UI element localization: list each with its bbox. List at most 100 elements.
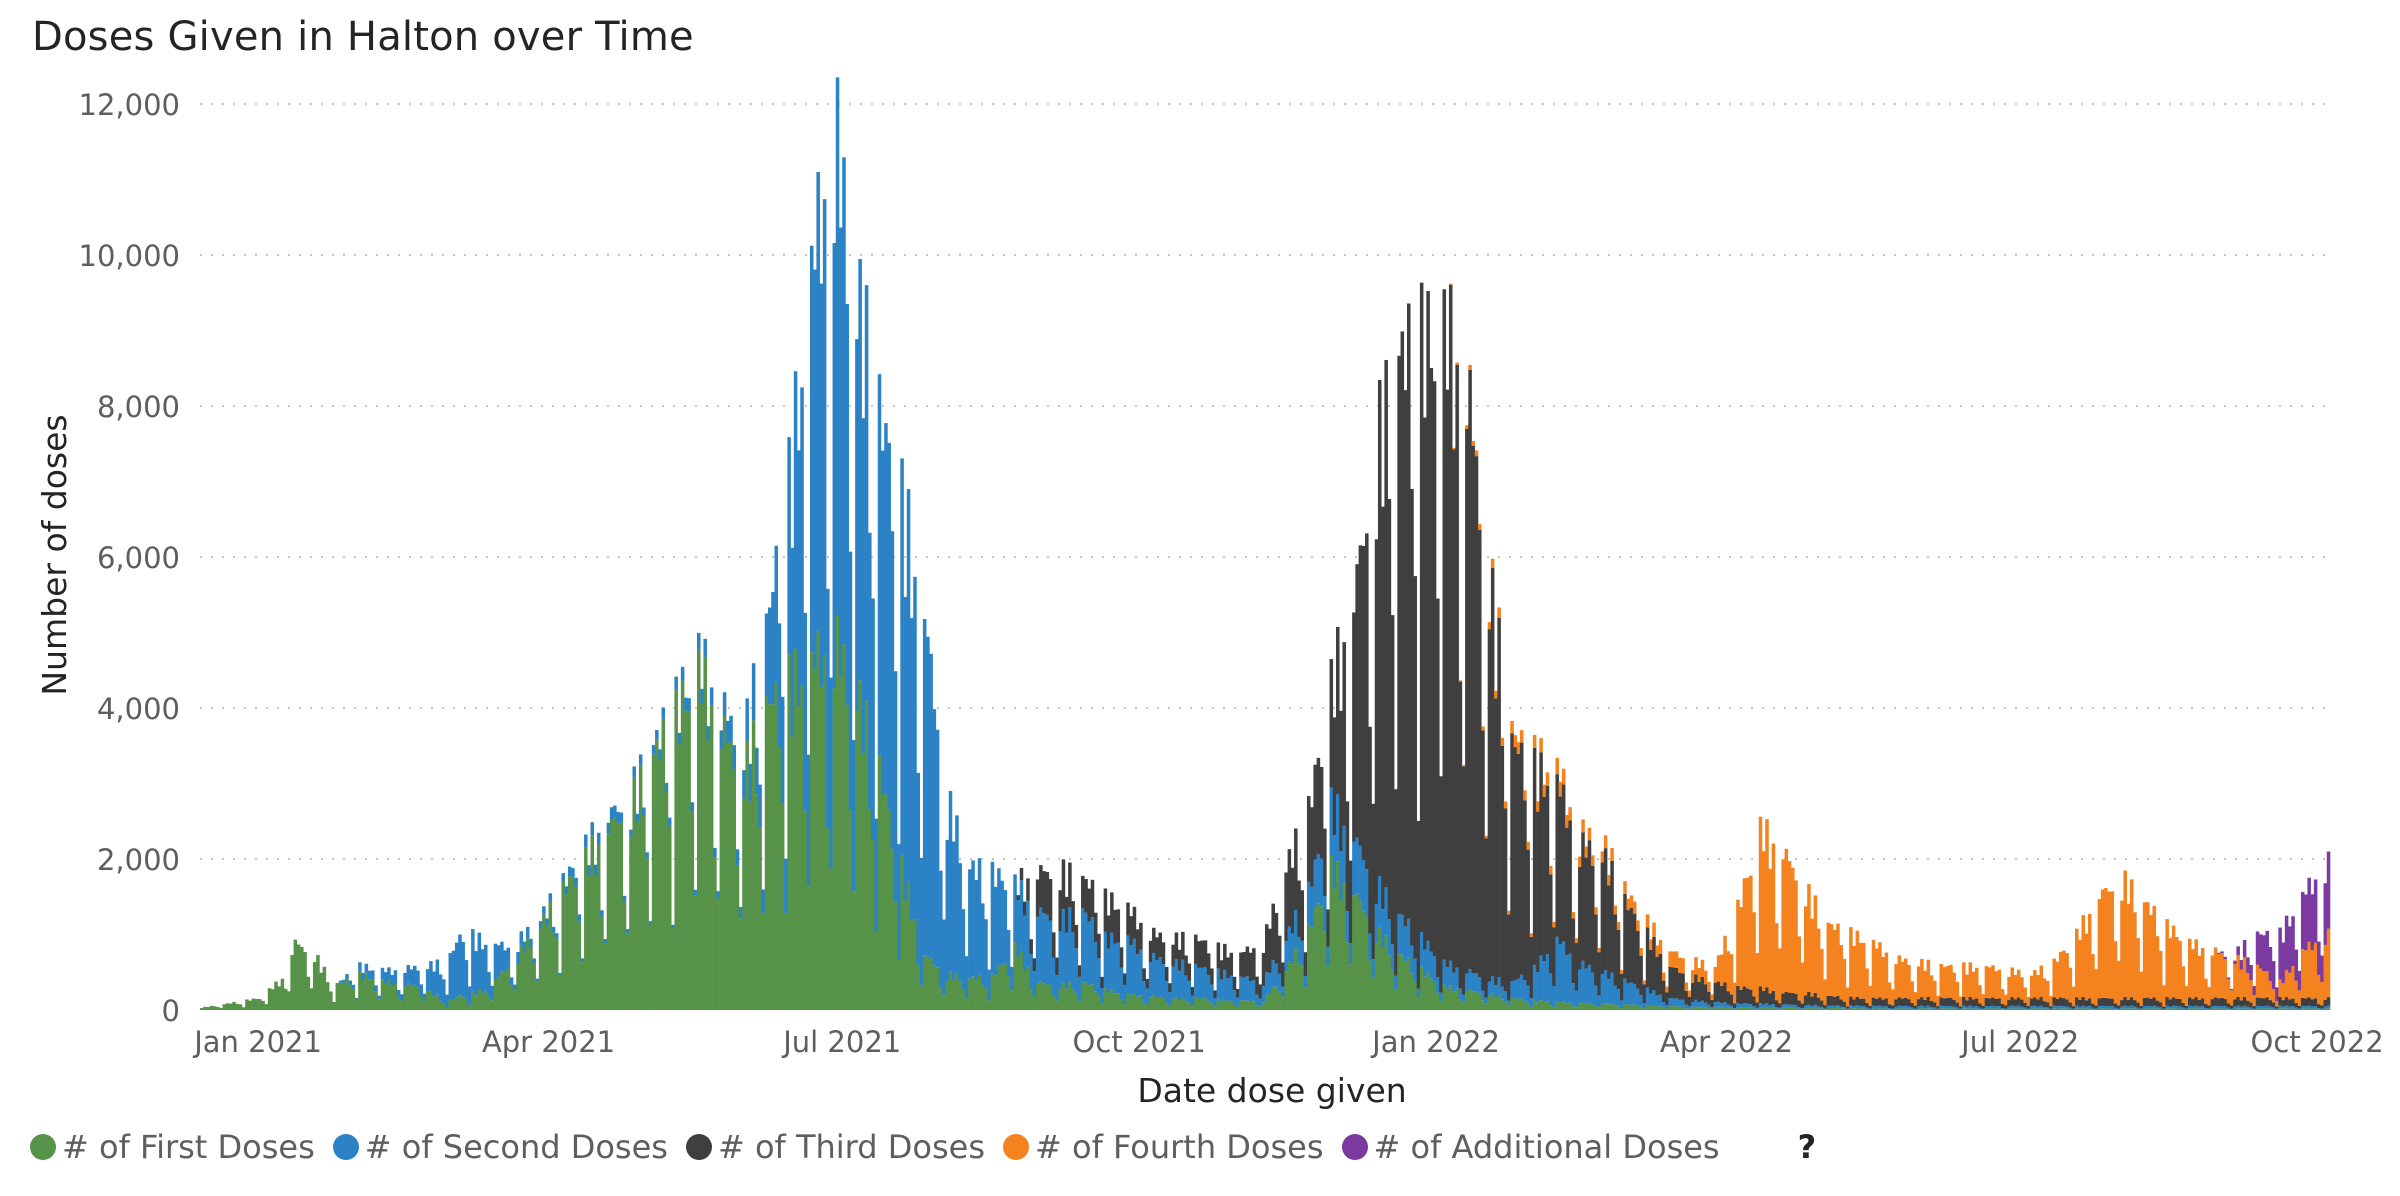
bar-segment[interactable] bbox=[2000, 1003, 2005, 1008]
bar-segment[interactable] bbox=[1219, 960, 1224, 980]
bar-segment[interactable] bbox=[1513, 980, 1518, 999]
bar-segment[interactable] bbox=[1910, 1003, 1914, 1008]
bar-segment[interactable] bbox=[1629, 907, 1634, 983]
bar-segment[interactable] bbox=[2165, 997, 2169, 1006]
bar-segment[interactable] bbox=[513, 984, 517, 991]
bar-segment[interactable] bbox=[1152, 953, 1156, 996]
bar-segment[interactable] bbox=[1700, 959, 1705, 977]
bar-segment[interactable] bbox=[1452, 449, 1456, 973]
bar-segment[interactable] bbox=[1916, 999, 1921, 1007]
bar-segment[interactable] bbox=[1342, 642, 1346, 826]
bar-segment[interactable] bbox=[2268, 1006, 2273, 1009]
bar-segment[interactable] bbox=[1687, 1006, 1692, 1009]
bar-segment[interactable] bbox=[2271, 1008, 2276, 1010]
bar-segment[interactable] bbox=[1578, 1003, 1582, 1010]
bar-segment[interactable] bbox=[2307, 877, 2311, 942]
bar-segment[interactable] bbox=[1290, 964, 1295, 1010]
bar-segment[interactable] bbox=[1093, 942, 1098, 992]
bar-segment[interactable] bbox=[2191, 1006, 2195, 1009]
bar-segment[interactable] bbox=[1833, 996, 1837, 1006]
bar-segment[interactable] bbox=[1933, 980, 1937, 1003]
bar-segment[interactable] bbox=[2204, 1007, 2208, 1010]
bar-segment[interactable] bbox=[2242, 957, 2247, 997]
bar-segment[interactable] bbox=[990, 973, 995, 1010]
bar-segment[interactable] bbox=[2078, 999, 2082, 1007]
bar-segment[interactable] bbox=[371, 979, 375, 1010]
bar-segment[interactable] bbox=[1826, 1005, 1831, 1008]
bar-segment[interactable] bbox=[1526, 841, 1530, 850]
bar-segment[interactable] bbox=[2010, 997, 2015, 1006]
bar-segment[interactable] bbox=[348, 984, 352, 1010]
bar-segment[interactable] bbox=[1749, 989, 1753, 1005]
bar-segment[interactable] bbox=[1997, 998, 2002, 1007]
bar-segment[interactable] bbox=[2246, 1006, 2250, 1009]
bar-segment[interactable] bbox=[893, 671, 898, 902]
bar-segment[interactable] bbox=[2087, 913, 2092, 999]
bar-segment[interactable] bbox=[1277, 935, 1282, 974]
bar-segment[interactable] bbox=[1581, 819, 1585, 833]
bar-segment[interactable] bbox=[1194, 934, 1198, 964]
bar-segment[interactable] bbox=[1016, 957, 1021, 1010]
bar-segment[interactable] bbox=[1629, 895, 1634, 908]
bar-segment[interactable] bbox=[800, 387, 804, 686]
bar-segment[interactable] bbox=[2129, 1005, 2134, 1009]
bar-segment[interactable] bbox=[787, 654, 791, 1010]
bar-segment[interactable] bbox=[1636, 920, 1640, 931]
bar-segment[interactable] bbox=[1468, 369, 1472, 970]
bar-segment[interactable] bbox=[1248, 981, 1253, 1002]
bar-segment[interactable] bbox=[1329, 855, 1334, 1010]
bar-segment[interactable] bbox=[1384, 935, 1388, 1010]
bar-segment[interactable] bbox=[806, 754, 811, 887]
bar-segment[interactable] bbox=[1623, 881, 1627, 894]
bar-segment[interactable] bbox=[1574, 990, 1579, 1008]
bar-segment[interactable] bbox=[2016, 1005, 2021, 1009]
bar-segment[interactable] bbox=[1071, 901, 1075, 933]
bar-segment[interactable] bbox=[1758, 1003, 1763, 1008]
bar-segment[interactable] bbox=[2307, 1005, 2311, 1009]
bar-segment[interactable] bbox=[1871, 997, 1876, 1006]
bar-segment[interactable] bbox=[1584, 846, 1589, 858]
bar-segment[interactable] bbox=[2220, 1005, 2224, 1009]
bar-segment[interactable] bbox=[1239, 952, 1243, 977]
bar-segment[interactable] bbox=[1936, 995, 1940, 1007]
bar-segment[interactable] bbox=[638, 764, 643, 1010]
bar-segment[interactable] bbox=[1123, 1004, 1127, 1010]
bar-segment[interactable] bbox=[2249, 1008, 2253, 1010]
bar-segment[interactable] bbox=[1681, 999, 1685, 1007]
bar-segment[interactable] bbox=[593, 874, 598, 1010]
bar-segment[interactable] bbox=[603, 943, 607, 1010]
bar-segment[interactable] bbox=[700, 703, 704, 1010]
bar-segment[interactable] bbox=[1539, 752, 1543, 956]
bar-segment[interactable] bbox=[816, 172, 820, 631]
bar-segment[interactable] bbox=[2058, 1008, 2063, 1010]
bar-segment[interactable] bbox=[432, 996, 436, 1010]
bar-segment[interactable] bbox=[1820, 949, 1824, 1001]
bar-segment[interactable] bbox=[1978, 1003, 1982, 1008]
bar-segment[interactable] bbox=[1458, 999, 1463, 1010]
bar-segment[interactable] bbox=[1174, 997, 1179, 1010]
bar-segment[interactable] bbox=[2091, 1003, 2095, 1008]
bar-segment[interactable] bbox=[1771, 1007, 1776, 1010]
bar-segment[interactable] bbox=[1574, 938, 1579, 944]
bar-segment[interactable] bbox=[822, 654, 827, 1010]
bar-segment[interactable] bbox=[2100, 1005, 2105, 1009]
bar-segment[interactable] bbox=[1942, 998, 1947, 1007]
bar-segment[interactable] bbox=[1497, 607, 1501, 618]
bar-segment[interactable] bbox=[1074, 948, 1079, 993]
bar-segment[interactable] bbox=[1632, 913, 1637, 984]
bar-segment[interactable] bbox=[2226, 977, 2231, 980]
bar-segment[interactable] bbox=[467, 986, 472, 1005]
bar-segment[interactable] bbox=[1978, 1009, 1982, 1010]
bar-segment[interactable] bbox=[638, 754, 643, 765]
bar-segment[interactable] bbox=[2223, 1006, 2228, 1009]
bar-segment[interactable] bbox=[516, 963, 520, 1010]
bar-segment[interactable] bbox=[1171, 966, 1175, 1000]
bar-segment[interactable] bbox=[1829, 1007, 1834, 1010]
bar-segment[interactable] bbox=[2288, 1006, 2292, 1009]
bar-segment[interactable] bbox=[1781, 993, 1785, 1005]
bar-segment[interactable] bbox=[1039, 981, 1043, 1010]
bar-segment[interactable] bbox=[1984, 998, 1989, 1007]
bar-segment[interactable] bbox=[2052, 1005, 2056, 1009]
bar-segment[interactable] bbox=[693, 889, 698, 896]
bar-segment[interactable] bbox=[1752, 1008, 1756, 1010]
